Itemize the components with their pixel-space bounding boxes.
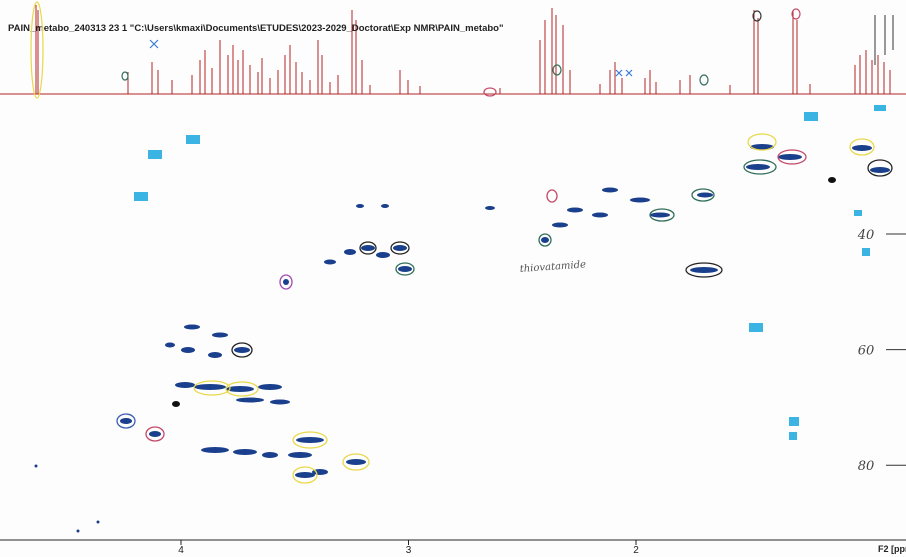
x-tick-label: 3 [406, 545, 412, 556]
x-axis-label: F2 [ppm] [878, 544, 906, 554]
y-tick-label: 40 [857, 228, 875, 243]
paper [0, 0, 906, 557]
header-title: PAIN_metabo_240313 23 1 "C:\Users\kmaxi\… [8, 23, 503, 34]
x-tick-label: 2 [633, 545, 639, 556]
y-tick-label: 60 [858, 344, 875, 359]
y-tick-label: 80 [858, 459, 875, 474]
x-tick-label: 4 [178, 545, 184, 556]
nmr-spectrum-scan: PAIN_metabo_240313 23 1 "C:\Users\kmaxi\… [0, 0, 906, 557]
